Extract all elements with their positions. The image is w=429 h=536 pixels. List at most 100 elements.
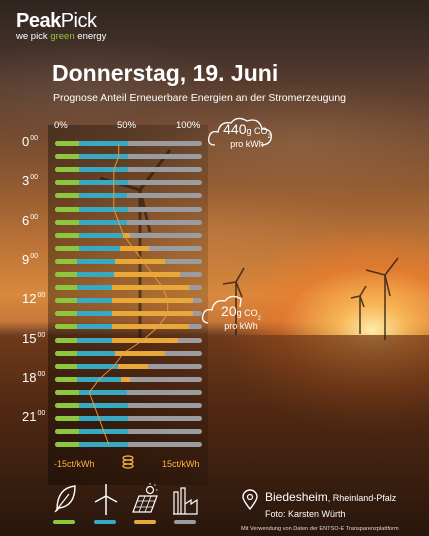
bar-segment-wind-21 bbox=[78, 416, 129, 422]
bar-segment-wind-06 bbox=[78, 219, 128, 225]
bar-segment-wind-08 bbox=[78, 245, 120, 251]
hour-label-12: 1200 bbox=[22, 291, 46, 307]
bar-segment-biomass-20 bbox=[55, 403, 79, 408]
bar-segment-solar-17 bbox=[118, 363, 148, 369]
bar-segment-biomass-18 bbox=[55, 376, 78, 382]
bar-segment-wind-20 bbox=[78, 403, 129, 408]
hour-label-0: 000 bbox=[22, 134, 39, 149]
bar-segment-solar-12 bbox=[112, 298, 194, 304]
axis-label-50: 50% bbox=[117, 120, 137, 131]
page-subtitle: Prognose Anteil Erneuerbare Energien an … bbox=[53, 92, 347, 104]
logo: PeakPick we pick green energy bbox=[16, 10, 106, 42]
bar-hour-13 bbox=[55, 311, 202, 317]
bar-hour-03 bbox=[55, 180, 202, 186]
wind-turbine-icon bbox=[94, 484, 118, 515]
bar-hour-16 bbox=[55, 350, 202, 356]
coins-icon bbox=[122, 455, 134, 469]
bar-segment-biomass-12 bbox=[55, 298, 78, 304]
bar-segment-biomass-01 bbox=[55, 154, 79, 160]
bar-segment-biomass-15 bbox=[55, 337, 78, 343]
bar-hour-15 bbox=[55, 337, 202, 343]
bar-segment-wind-10 bbox=[77, 272, 114, 277]
cloud-icon bbox=[207, 117, 272, 146]
bar-hour-06 bbox=[55, 219, 202, 225]
bar-segment-biomass-16 bbox=[55, 350, 78, 356]
hour-label-15: 1500 bbox=[22, 330, 46, 346]
hour-label-18: 1800 bbox=[22, 369, 46, 385]
bar-segment-wind-05 bbox=[78, 206, 129, 212]
bar-segment-wind-03 bbox=[78, 180, 129, 186]
bar-segment-wind-12 bbox=[77, 298, 113, 304]
bar-hour-17 bbox=[55, 363, 202, 369]
bar-segment-wind-15 bbox=[77, 337, 113, 343]
leaf-icon bbox=[54, 485, 76, 513]
bar-hour-04 bbox=[55, 193, 202, 199]
co2-unit-mid: pro kWh bbox=[224, 321, 258, 332]
page-title: Donnerstag, 19. Juni bbox=[52, 60, 279, 86]
co2-value-mid: 20 bbox=[221, 303, 237, 319]
solar-panel-icon bbox=[132, 483, 158, 513]
location-label: Biedesheim, Rheinland-Pfalz bbox=[265, 490, 397, 504]
bar-segment-wind-00 bbox=[78, 141, 129, 146]
cloud-icon bbox=[201, 295, 242, 324]
bar-hour-07 bbox=[55, 232, 202, 238]
bar-segment-wind-11 bbox=[77, 285, 113, 291]
factory-icon bbox=[173, 487, 198, 515]
bar-segment-wind-02 bbox=[78, 167, 129, 173]
bar-segment-wind-23 bbox=[78, 442, 129, 448]
bar-hour-02 bbox=[55, 167, 202, 173]
bar-segment-solar-15 bbox=[112, 337, 179, 343]
hour-label-21: 2100 bbox=[22, 409, 46, 425]
logo-name: PeakPick bbox=[16, 10, 97, 32]
bar-hour-19 bbox=[55, 389, 202, 395]
bar-segment-biomass-19 bbox=[55, 389, 79, 395]
bar-segment-biomass-22 bbox=[55, 429, 79, 435]
bar-segment-wind-16 bbox=[77, 350, 116, 356]
bar-segment-biomass-04 bbox=[55, 193, 79, 199]
bar-hour-20 bbox=[55, 403, 202, 408]
bar-segment-solar-13 bbox=[112, 311, 194, 317]
bar-segment-biomass-09 bbox=[55, 258, 78, 264]
price-min-label: -15ct/kWh bbox=[54, 459, 95, 469]
legend-conventional-line bbox=[174, 520, 196, 524]
bar-segment-biomass-17 bbox=[55, 363, 78, 369]
co2-callout-mid: 20g CO2 pro kWh bbox=[201, 295, 276, 332]
bar-segment-biomass-02 bbox=[55, 167, 79, 173]
bar-hour-21 bbox=[55, 416, 202, 422]
bar-hour-10 bbox=[55, 272, 202, 277]
location-pin-icon bbox=[242, 489, 258, 511]
bar-segment-solar-07 bbox=[122, 232, 130, 238]
bar-segment-wind-07 bbox=[78, 232, 123, 238]
bar-segment-biomass-23 bbox=[55, 442, 79, 448]
bar-segment-biomass-00 bbox=[55, 141, 79, 146]
hour-label-6: 600 bbox=[22, 212, 39, 228]
axis-label-100: 100% bbox=[176, 120, 201, 131]
bar-segment-wind-09 bbox=[77, 258, 116, 264]
co2-value-top: 440 bbox=[223, 121, 247, 137]
co2-unit-top: pro kWh bbox=[230, 139, 264, 150]
price-max-label: 15ct/kWh bbox=[162, 459, 200, 469]
bar-segment-solar-10 bbox=[113, 272, 180, 277]
bar-segment-biomass-08 bbox=[55, 245, 79, 251]
bar-segment-biomass-21 bbox=[55, 416, 79, 422]
co2-callout-top: 440g CO2 pro kWh bbox=[207, 115, 281, 150]
bar-segment-biomass-07 bbox=[55, 232, 79, 238]
photo-credit: Foto: Karsten Würth bbox=[265, 509, 346, 519]
hour-label-9: 900 bbox=[22, 251, 39, 267]
legend-biomass-line bbox=[53, 520, 75, 524]
bar-segment-biomass-10 bbox=[55, 272, 78, 277]
bar-segment-wind-13 bbox=[77, 311, 113, 317]
bar-segment-biomass-03 bbox=[55, 180, 79, 186]
bar-segment-biomass-11 bbox=[55, 285, 78, 291]
bar-segment-solar-11 bbox=[112, 285, 189, 291]
legend-wind-line bbox=[94, 520, 116, 524]
logo-tagline: we pick green energy bbox=[16, 31, 107, 42]
axis-label-0: 0% bbox=[54, 120, 68, 131]
bar-hour-05 bbox=[55, 206, 202, 212]
bar-segment-biomass-14 bbox=[55, 324, 78, 330]
bar-segment-solar-16 bbox=[115, 350, 166, 356]
bar-hour-11 bbox=[55, 285, 202, 291]
legend-solar-line bbox=[134, 520, 156, 524]
